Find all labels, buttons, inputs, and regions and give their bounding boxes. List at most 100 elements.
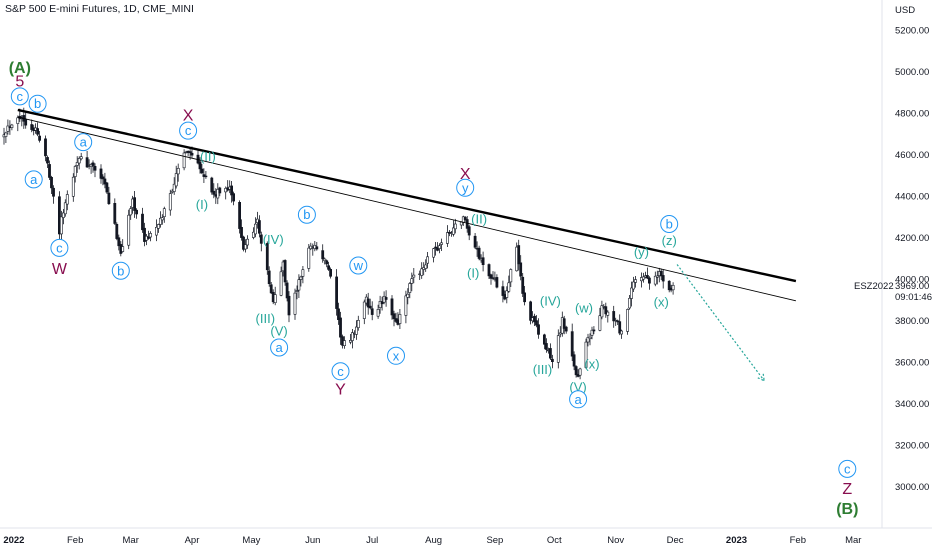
candle-body xyxy=(426,256,430,264)
wave-label-text: (II) xyxy=(200,149,216,164)
candle-body xyxy=(380,301,384,305)
candle-body xyxy=(600,305,604,318)
candle-body xyxy=(420,268,424,276)
candle-body xyxy=(529,301,533,321)
wave-label: (III) xyxy=(533,362,553,377)
price-axis[interactable]: USD 3000.00 3200.00 3400.00 3600.00 3800.00 4… xyxy=(895,5,929,493)
candle-body xyxy=(4,132,8,137)
wave-label: a xyxy=(569,390,588,409)
price-axis-panel[interactable] xyxy=(882,0,932,528)
candle-body xyxy=(542,334,546,345)
wave-label: c xyxy=(10,87,29,106)
candle-body xyxy=(287,295,291,316)
candle-body xyxy=(628,297,632,309)
candle-body xyxy=(155,227,158,236)
wave-label: a xyxy=(74,133,93,152)
candle-body xyxy=(463,217,467,220)
wave-label: W xyxy=(52,261,68,278)
candle-body xyxy=(507,282,511,292)
candle-body xyxy=(337,308,340,320)
candle-body xyxy=(50,177,53,189)
wave-label-text: (V) xyxy=(270,323,287,338)
last-price-tag: ESZ2022 3969.00 09:01:46 xyxy=(854,281,932,303)
trendline-upper[interactable] xyxy=(17,108,797,283)
time-tick-label: Jun xyxy=(305,535,320,546)
wave-label: a xyxy=(270,338,289,357)
candle-body xyxy=(671,284,675,291)
time-tick-label: 2023 xyxy=(726,535,747,546)
candle-body xyxy=(445,232,449,244)
candle-body xyxy=(517,245,521,265)
candle-body xyxy=(279,271,283,296)
candle-body xyxy=(327,265,331,270)
candle-body xyxy=(630,287,633,299)
wave-label-text: y xyxy=(462,180,469,195)
candle-body xyxy=(501,286,505,296)
candle-body xyxy=(384,297,388,300)
time-axis[interactable]: 2022 Feb Mar Apr May Jun Jul Aug Sep Oct Nov Dec 202… xyxy=(3,535,861,546)
wave-label: (x) xyxy=(584,357,599,372)
wave-label: (w) xyxy=(575,301,593,316)
wave-label: a xyxy=(24,170,43,189)
wave-label-text: (III) xyxy=(256,311,276,326)
wave-label-text: X xyxy=(460,166,471,183)
candle-body xyxy=(48,164,51,178)
price-tick-label: 4400.00 xyxy=(895,192,929,203)
candle-body xyxy=(548,348,552,359)
trendline-group[interactable] xyxy=(17,108,797,302)
wave-label-text: (y) xyxy=(634,245,649,260)
projection-group[interactable] xyxy=(676,264,765,382)
wave-label-circle xyxy=(297,205,316,224)
candle-body xyxy=(432,248,436,258)
candle-body xyxy=(141,213,144,231)
candle-body xyxy=(519,262,523,277)
wave-label: (I) xyxy=(196,197,208,212)
wave-label-text: a xyxy=(574,392,582,407)
candle-body xyxy=(168,193,172,211)
projection-line[interactable] xyxy=(676,264,765,382)
candle-body xyxy=(667,280,671,291)
candle-body xyxy=(562,318,566,329)
candle-body xyxy=(307,247,311,269)
wave-label-text: (z) xyxy=(662,233,677,248)
wave-label: b xyxy=(28,94,47,113)
candle-body xyxy=(129,208,133,216)
wave-label-circle xyxy=(10,87,29,106)
candle-body xyxy=(210,177,214,193)
candle-body xyxy=(315,246,319,250)
time-tick-label: May xyxy=(242,535,260,546)
candle-body xyxy=(661,275,665,282)
wave-label-text: a xyxy=(275,340,283,355)
wave-label-text: (III) xyxy=(533,362,553,377)
candle-body xyxy=(645,275,649,279)
candle-body xyxy=(121,246,125,252)
candle-body xyxy=(438,245,441,249)
wave-label: 5 xyxy=(15,73,24,90)
candle-body xyxy=(392,313,396,320)
candle-body xyxy=(523,292,527,303)
wave-label: (B) xyxy=(836,501,858,518)
candle-body xyxy=(52,187,55,197)
wave-label-text: (I) xyxy=(467,265,479,280)
candle-body xyxy=(618,321,622,334)
wave-label: (III) xyxy=(256,311,276,326)
candle-body xyxy=(172,183,176,192)
price-tick-label: 4200.00 xyxy=(895,233,929,244)
candle-body xyxy=(182,152,186,169)
time-tick-label: Dec xyxy=(667,535,684,546)
candle-body xyxy=(634,279,637,283)
wave-label: X xyxy=(183,108,194,125)
candle-body xyxy=(10,124,14,128)
candle-body xyxy=(586,336,590,343)
candle-body xyxy=(63,202,67,215)
trendline-lower[interactable] xyxy=(17,116,797,302)
wave-label: (I) xyxy=(467,265,479,280)
candle-body xyxy=(36,128,40,135)
candle-body xyxy=(606,311,610,316)
wave-label: (y) xyxy=(634,245,649,260)
price-tick-label: 4000.00 xyxy=(895,275,929,286)
candle-body xyxy=(339,317,342,338)
candle-body xyxy=(533,315,536,323)
